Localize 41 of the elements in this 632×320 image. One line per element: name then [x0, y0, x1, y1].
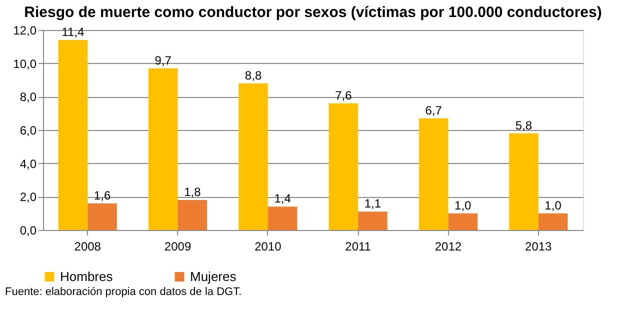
bar — [88, 203, 117, 230]
x-tick-label: 2013 — [525, 240, 552, 254]
legend-label: Mujeres — [190, 268, 237, 284]
data-label: 7,6 — [335, 88, 352, 102]
bar — [268, 206, 298, 230]
data-label: 1,0 — [544, 198, 562, 212]
data-label: 1,4 — [274, 192, 292, 206]
y-tick-label: 12,0 — [13, 24, 37, 38]
data-label: 1,0 — [454, 198, 472, 212]
y-tick-label: 0,0 — [20, 224, 37, 238]
bar — [358, 212, 388, 230]
x-tick-label: 2011 — [345, 240, 372, 254]
bar — [448, 213, 478, 230]
x-tick-label: 2012 — [434, 240, 462, 254]
bar — [328, 103, 358, 230]
bar — [538, 213, 568, 230]
data-label: 1,8 — [184, 185, 202, 199]
legend-label: Hombres — [60, 268, 114, 284]
bar — [238, 83, 268, 230]
y-tick-label: 2,0 — [20, 190, 37, 204]
bar — [58, 40, 88, 230]
data-label: 11,4 — [62, 25, 85, 39]
data-label: 6,7 — [425, 103, 442, 118]
x-tick-label: 2008 — [74, 240, 102, 254]
y-tick-label: 8,0 — [20, 90, 37, 104]
x-tick-label: 2009 — [164, 240, 192, 254]
data-label: 8,8 — [244, 68, 262, 82]
data-label: 5,8 — [515, 118, 532, 132]
bar — [509, 133, 538, 230]
bar — [148, 68, 178, 230]
bar — [418, 118, 448, 230]
y-tick-label: 10,0 — [13, 56, 37, 71]
data-label: 9,7 — [154, 53, 172, 68]
x-tick-label: 2010 — [254, 240, 282, 254]
data-label: 1,1 — [364, 196, 382, 211]
y-tick-label: 6,0 — [20, 124, 37, 138]
bar — [178, 200, 208, 230]
y-tick-label: 4,0 — [20, 156, 37, 171]
source-note: Fuente: elaboración propia con datos de la DGT. — [5, 286, 242, 298]
chart-title: Riesgo de muerte como conductor por sexos (víctimas por 100.000 conductores) — [24, 4, 602, 21]
data-label: 1,6 — [94, 188, 111, 202]
